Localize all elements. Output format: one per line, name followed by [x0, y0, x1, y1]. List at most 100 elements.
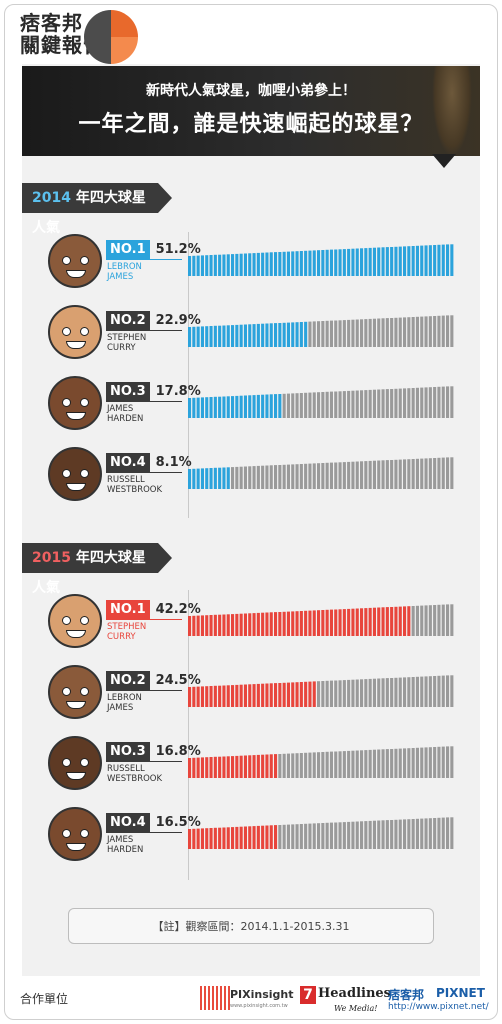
bar-fill-stripe [239, 684, 243, 707]
bar-fill-stripe [269, 252, 273, 276]
bar-empty-stripe [398, 748, 402, 778]
bar-empty-stripe [364, 679, 368, 707]
trophy-statue-icon [432, 66, 472, 156]
bar-empty-stripe [338, 751, 342, 778]
bar-empty-stripe [398, 819, 402, 849]
bar-fill-stripe [342, 609, 346, 636]
bar-empty-stripe [390, 749, 394, 778]
bar-empty-stripe [321, 823, 325, 849]
bar-fill-stripe [295, 611, 299, 636]
player-name-line: WESTBROOK [107, 485, 163, 495]
rank-label: NO.3 16.8% [106, 740, 201, 762]
bar-fill-stripe [398, 246, 402, 276]
bar-fill-stripe [239, 826, 243, 849]
face-eye [80, 398, 89, 407]
bar-fill-stripe [398, 606, 402, 636]
bar-empty-stripe [282, 464, 286, 489]
bar-fill-stripe [209, 686, 213, 707]
bar-empty-stripe [334, 391, 338, 418]
bar-empty-stripe [325, 320, 329, 347]
face-eye [80, 687, 89, 696]
bar-empty-stripe [360, 319, 364, 347]
section-label-2014: 年四大球星人氣 [32, 190, 146, 236]
bar-empty-stripe [441, 604, 445, 636]
bar-fill-stripe [403, 246, 407, 276]
bar-empty-stripe [450, 386, 454, 418]
bar-fill-stripe [385, 607, 389, 636]
bar-empty-stripe [282, 393, 286, 418]
bar-empty-stripe [407, 317, 411, 347]
bar-fill-stripe [312, 250, 316, 276]
bar-fill-stripe [390, 247, 394, 276]
player-name-line: STEPHEN [107, 333, 147, 343]
bar-track [188, 675, 454, 707]
pixinsight-name: PIXinsight [230, 988, 294, 1001]
bar-empty-stripe [351, 821, 355, 849]
rank-underline [106, 832, 182, 833]
bar-empty-stripe [411, 819, 415, 849]
bar-fill-stripe [428, 245, 432, 276]
player-name-line: WESTBROOK [107, 774, 163, 784]
bar-empty-stripe [355, 461, 359, 489]
pixnet-logo: 痞客邦 PIXNET http://www.pixnet.net/ [388, 984, 489, 1016]
bar-empty-stripe [415, 605, 419, 636]
bar-fill-stripe [360, 248, 364, 276]
bar-fill-stripe [321, 250, 325, 276]
bar-empty-stripe [390, 820, 394, 849]
bar-fill-stripe [385, 247, 389, 276]
bar-fill-stripe [364, 248, 368, 276]
player-name-line: CURRY [107, 343, 136, 353]
bar-empty-stripe [372, 318, 376, 347]
bar-empty-stripe [446, 457, 450, 489]
bar-empty-stripe [364, 750, 368, 778]
player-name-line: JAMES [107, 404, 134, 414]
bar-fill-stripe [312, 681, 316, 707]
bar-empty-stripe [334, 680, 338, 707]
bar-empty-stripe [282, 753, 286, 778]
bar-empty-stripe [321, 321, 325, 347]
bar-fill-stripe [286, 611, 290, 636]
bar-empty-stripe [394, 819, 398, 849]
bar-fill-stripe [360, 608, 364, 636]
bar-empty-stripe [394, 317, 398, 347]
bar-empty-stripe [372, 749, 376, 778]
bar-fill-stripe [192, 326, 196, 347]
player-name: LEBRON JAMES [107, 262, 142, 282]
bar-empty-stripe [428, 747, 432, 778]
bar-empty-stripe [385, 460, 389, 489]
bar-empty-stripe [308, 823, 312, 849]
bar-empty-stripe [437, 675, 441, 707]
bar-track [188, 457, 454, 489]
bar-empty-stripe [390, 460, 394, 489]
bar-fill-stripe [265, 825, 269, 849]
bar-empty-stripe [407, 748, 411, 778]
bar-empty-stripe [291, 464, 295, 489]
player-name-line: JAMES [107, 835, 134, 845]
bar-fill-stripe [274, 612, 278, 636]
bar-fill-stripe [243, 395, 247, 418]
bar-empty-stripe [403, 677, 407, 707]
bar-empty-stripe [347, 390, 351, 418]
bar-fill-stripe [252, 613, 256, 636]
bar-fill-stripe [192, 615, 196, 636]
player-name: JAMES HARDEN [107, 404, 143, 424]
bar-fill-stripe [209, 468, 213, 489]
bar-empty-stripe [317, 823, 321, 849]
bar-empty-stripe [338, 391, 342, 418]
bar-empty-stripe [394, 748, 398, 778]
bar-track [188, 604, 454, 636]
bar-fill-stripe [274, 683, 278, 707]
bar-fill-stripe [200, 468, 204, 489]
banner-subtitle: 新時代人氣球星，咖哩小弟參上！ [146, 83, 356, 99]
face-eye [62, 398, 71, 407]
bar-empty-stripe [428, 818, 432, 849]
bar-fill-stripe [235, 324, 239, 347]
bar-empty-stripe [282, 824, 286, 849]
face-mouth [66, 772, 86, 780]
bar-fill-stripe [209, 828, 213, 849]
bar-fill-stripe [218, 827, 222, 849]
bar-empty-stripe [360, 461, 364, 489]
bar-empty-stripe [239, 466, 243, 489]
rank-label: NO.4 16.5% [106, 811, 201, 833]
face-eye [80, 758, 89, 767]
